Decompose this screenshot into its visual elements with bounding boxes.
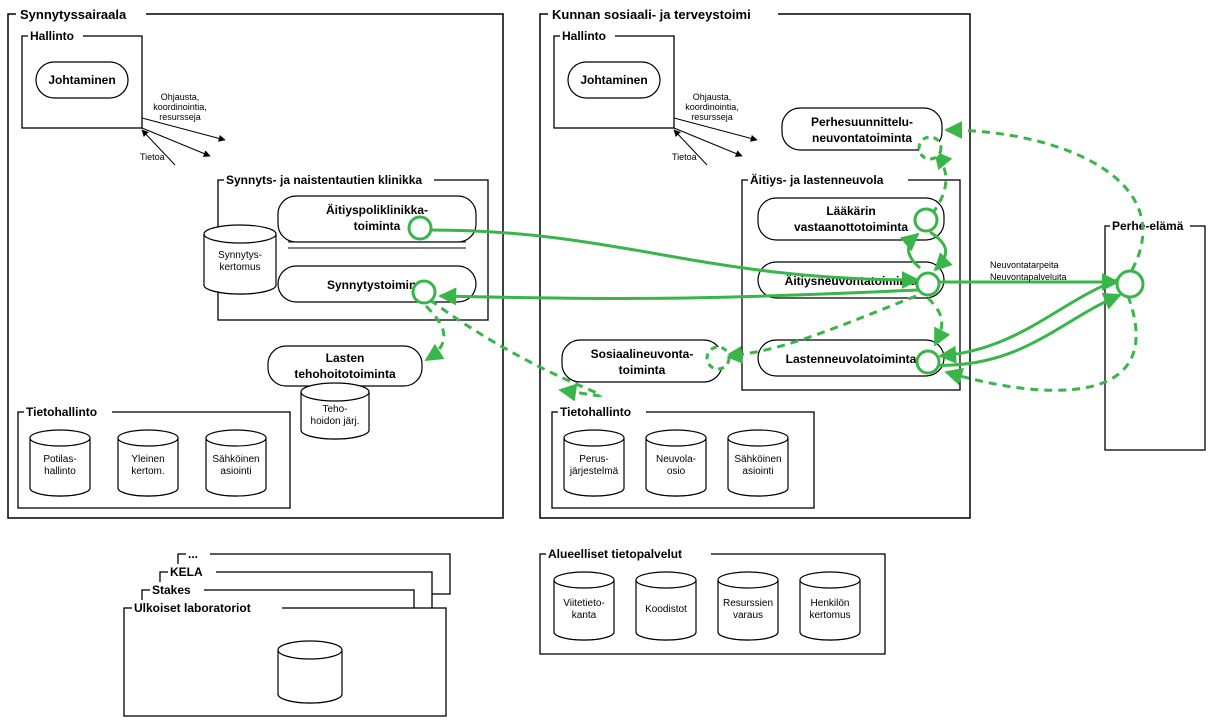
svg-text:neuvontatoiminta: neuvontatoiminta	[812, 131, 912, 145]
svg-text:Ulkoiset laboratoriot: Ulkoiset laboratoriot	[134, 601, 251, 615]
klinikka: Synnyts- ja naistentautien klinikka Äiti…	[204, 172, 488, 320]
svg-text:koordinointia,: koordinointia,	[153, 102, 207, 112]
svg-text:Koodistot: Koodistot	[645, 604, 687, 615]
svg-text:Johtaminen: Johtaminen	[580, 73, 647, 87]
svg-text:asiointi: asiointi	[742, 466, 773, 477]
svg-text:Teho-: Teho-	[322, 404, 347, 415]
svg-text:kertom.: kertom.	[131, 466, 164, 477]
hospital-title: Synnytyssairaala	[20, 7, 127, 22]
db-tehohoidon: Teho- hoidon järj.	[301, 383, 369, 439]
svg-text:vastaanottotoiminta: vastaanottotoiminta	[794, 220, 908, 234]
svg-text:Neuvontapalveluita: Neuvontapalveluita	[990, 272, 1067, 282]
svg-text:Tietoa: Tietoa	[672, 152, 697, 162]
svg-text:hallinto: hallinto	[44, 466, 76, 477]
db-ulkoiset	[278, 641, 342, 703]
perhesuunnittelu: Perhesuunnittelu- neuvontatoiminta	[782, 108, 942, 150]
svg-text:KELA: KELA	[170, 565, 203, 579]
svg-text:Perhesuunnittelu-: Perhesuunnittelu-	[811, 115, 913, 129]
svg-text:Tietoa: Tietoa	[140, 152, 165, 162]
svg-text:Lasten: Lasten	[326, 351, 365, 365]
svg-text:Perus-: Perus-	[579, 454, 608, 465]
svg-text:järjestelmä: järjestelmä	[569, 466, 619, 477]
diagram-canvas: Synnytyssairaala Hallinto Johtaminen Ohj…	[0, 0, 1215, 727]
svg-text:Stakes: Stakes	[152, 583, 191, 597]
svg-text:Tietohallinto: Tietohallinto	[26, 405, 97, 419]
svg-text:tehohoitotoiminta: tehohoitotoiminta	[294, 367, 396, 381]
svg-text:Lastenneuvolatoiminta: Lastenneuvolatoiminta	[786, 352, 917, 366]
svg-text:kertomus: kertomus	[219, 262, 260, 273]
svg-text:Ohjausta,: Ohjausta,	[693, 92, 732, 102]
svg-text:Johtaminen: Johtaminen	[48, 73, 115, 87]
svg-text:varaus: varaus	[733, 610, 763, 621]
svg-text:hoidon järj.: hoidon järj.	[311, 416, 360, 427]
hallinto-left-arrows: Ohjausta, koordinointia, resursseja Tiet…	[140, 92, 225, 165]
svg-text:Sosiaalineuvonta-: Sosiaalineuvonta-	[591, 347, 694, 361]
svg-text:resursseja: resursseja	[159, 112, 201, 122]
svg-text:Resurssien: Resurssien	[723, 598, 773, 609]
svg-text:Neuvontatarpeita: Neuvontatarpeita	[990, 260, 1059, 270]
svg-text:Äitiyspoliklinikka-: Äitiyspoliklinikka-	[326, 202, 428, 217]
db-synnytyskertomus: Synnytys- kertomus	[204, 225, 276, 294]
svg-text:toiminta: toiminta	[354, 219, 401, 233]
svg-text:Ohjausta,: Ohjausta,	[161, 92, 200, 102]
svg-text:Sähköinen: Sähköinen	[734, 454, 781, 465]
svg-text:Synnyts- ja naistentautien kli: Synnyts- ja naistentautien klinikka	[226, 173, 422, 187]
hallinto-right: Hallinto Johtaminen	[554, 28, 674, 128]
svg-text:Tietohallinto: Tietohallinto	[560, 405, 631, 419]
perhe-annotations: Neuvontatarpeita Neuvontapalveluita	[990, 260, 1067, 282]
svg-text:Hallinto: Hallinto	[30, 29, 74, 43]
tietohallinto-left: Tietohallinto Potilas- hallinto Yleinen …	[18, 404, 290, 508]
svg-text:kertomus: kertomus	[809, 610, 850, 621]
svg-text:Neuvola-: Neuvola-	[656, 454, 696, 465]
svg-text:kanta: kanta	[572, 610, 597, 621]
svg-text:resursseja: resursseja	[691, 112, 733, 122]
db-potilashallinto: Potilas- hallinto	[30, 430, 90, 496]
svg-text:Viitetieto-: Viitetieto-	[563, 598, 605, 609]
container-perhe: Perhe-elämä	[1105, 218, 1205, 450]
svg-text:Alueelliset tietopalvelut: Alueelliset tietopalvelut	[548, 547, 682, 561]
svg-text:Henkilön: Henkilön	[811, 598, 850, 609]
svg-text:koordinointia,: koordinointia,	[685, 102, 739, 112]
svg-text:Lääkärin: Lääkärin	[826, 204, 875, 218]
container-hospital: Synnytyssairaala Hallinto Johtaminen Ohj…	[8, 6, 503, 518]
svg-text:...: ...	[188, 547, 198, 561]
db-yleinen: Yleinen kertom.	[118, 430, 178, 496]
lasten-tehohoito: Lasten tehohoitotoiminta Teho- hoidon jä…	[268, 346, 422, 439]
tietohallinto-right: Tietohallinto Perus- järjestelmä Neuvola…	[552, 404, 814, 508]
svg-text:asiointi: asiointi	[220, 466, 251, 477]
hallinto-right-arrows: Ohjausta, koordinointia, resursseja Tiet…	[672, 92, 757, 165]
svg-text:Perhe-elämä: Perhe-elämä	[1112, 219, 1184, 233]
svg-text:toiminta: toiminta	[619, 363, 666, 377]
external-stack: ... KELA Stakes Ulkoiset laboratoriot	[124, 546, 450, 716]
hallinto-left: Hallinto Johtaminen	[22, 28, 142, 128]
container-alue: Alueelliset tietopalvelut Viitetieto- ka…	[540, 546, 885, 654]
svg-text:Yleinen: Yleinen	[131, 454, 164, 465]
svg-text:Hallinto: Hallinto	[562, 29, 606, 43]
db-sahkoinen-left: Sähköinen asiointi	[206, 430, 266, 496]
svg-text:Kunnan sosiaali- ja terveystoi: Kunnan sosiaali- ja terveystoimi	[552, 7, 751, 22]
svg-text:Äitiys- ja lastenneuvola: Äitiys- ja lastenneuvola	[750, 172, 884, 187]
svg-text:Sähköinen: Sähköinen	[212, 454, 259, 465]
svg-text:osio: osio	[667, 466, 686, 477]
sosiaalineuvonta: Sosiaalineuvonta- toiminta	[562, 340, 722, 382]
container-muni: Kunnan sosiaali- ja terveystoimi Hallint…	[540, 6, 970, 518]
svg-text:Potilas-: Potilas-	[43, 454, 76, 465]
svg-text:Synnytys-: Synnytys-	[218, 250, 262, 261]
